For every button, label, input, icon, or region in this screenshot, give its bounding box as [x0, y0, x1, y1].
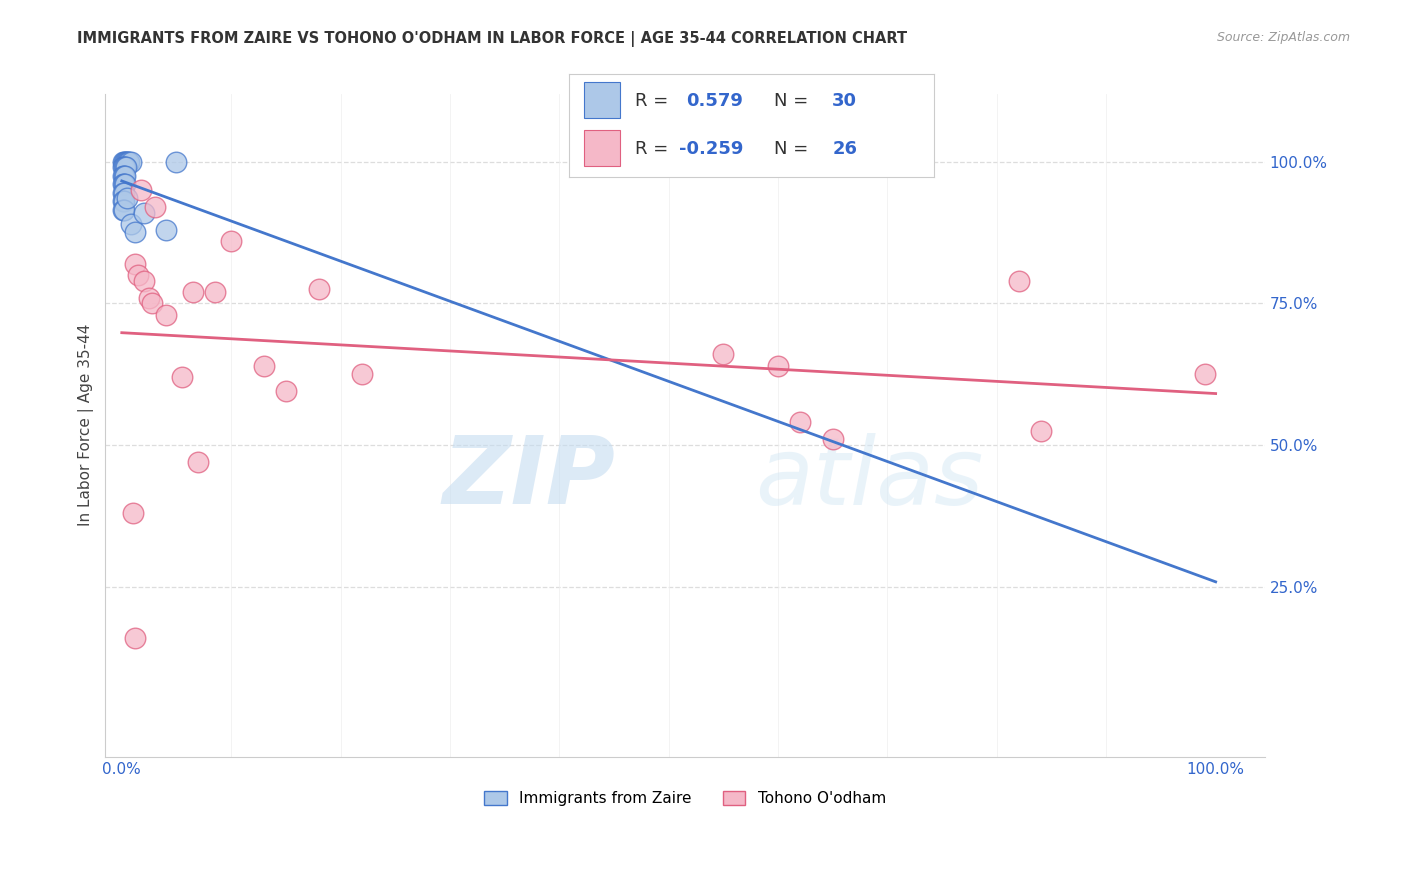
Point	[111, 169, 134, 183]
Point	[141, 296, 163, 310]
Point	[155, 308, 177, 322]
Text: atlas: atlas	[755, 433, 983, 524]
Point	[114, 169, 136, 183]
Point	[204, 285, 226, 299]
Point	[219, 234, 242, 248]
Point	[713, 347, 735, 361]
Point	[117, 192, 139, 206]
Point	[112, 154, 135, 169]
Point	[112, 202, 135, 217]
Point	[155, 222, 177, 236]
Point	[112, 186, 135, 200]
Point	[111, 178, 134, 192]
Point	[121, 506, 143, 520]
Point	[143, 200, 166, 214]
Point	[112, 161, 135, 175]
Point	[111, 202, 134, 217]
Point	[112, 194, 135, 209]
Point	[111, 186, 134, 200]
Point	[111, 161, 134, 175]
Point	[138, 291, 160, 305]
Point	[112, 178, 135, 192]
Point	[131, 183, 153, 197]
Point	[117, 154, 139, 169]
Point	[111, 194, 134, 209]
Point	[1194, 368, 1216, 382]
Legend: Immigrants from Zaire, Tohono O'odham: Immigrants from Zaire, Tohono O'odham	[478, 785, 891, 813]
Point	[114, 178, 136, 192]
Point	[112, 169, 135, 183]
Text: Source: ZipAtlas.com: Source: ZipAtlas.com	[1216, 31, 1350, 45]
Point	[115, 154, 138, 169]
Point	[187, 455, 209, 469]
Point	[124, 257, 146, 271]
Y-axis label: In Labor Force | Age 35-44: In Labor Force | Age 35-44	[79, 324, 94, 526]
Point	[352, 368, 374, 382]
Point	[1029, 424, 1052, 438]
Point	[124, 631, 146, 645]
Point	[127, 268, 149, 282]
Point	[132, 274, 155, 288]
Point	[166, 154, 188, 169]
Point	[170, 370, 193, 384]
Point	[120, 217, 142, 231]
Point	[120, 154, 142, 169]
Point	[308, 282, 330, 296]
Point	[181, 285, 204, 299]
Point	[111, 154, 134, 169]
Text: IMMIGRANTS FROM ZAIRE VS TOHONO O'ODHAM IN LABOR FORCE | AGE 35-44 CORRELATION C: IMMIGRANTS FROM ZAIRE VS TOHONO O'ODHAM …	[77, 31, 907, 47]
Point	[821, 433, 844, 447]
Point	[118, 154, 141, 169]
Text: ZIP: ZIP	[443, 433, 616, 524]
Point	[117, 154, 139, 169]
Point	[115, 161, 138, 175]
Point	[114, 154, 136, 169]
Point	[789, 416, 811, 430]
Point	[132, 205, 155, 219]
Point	[1008, 274, 1031, 288]
Point	[253, 359, 276, 373]
Point	[274, 384, 297, 399]
Point	[124, 226, 146, 240]
Point	[766, 359, 789, 373]
Point	[114, 161, 136, 175]
